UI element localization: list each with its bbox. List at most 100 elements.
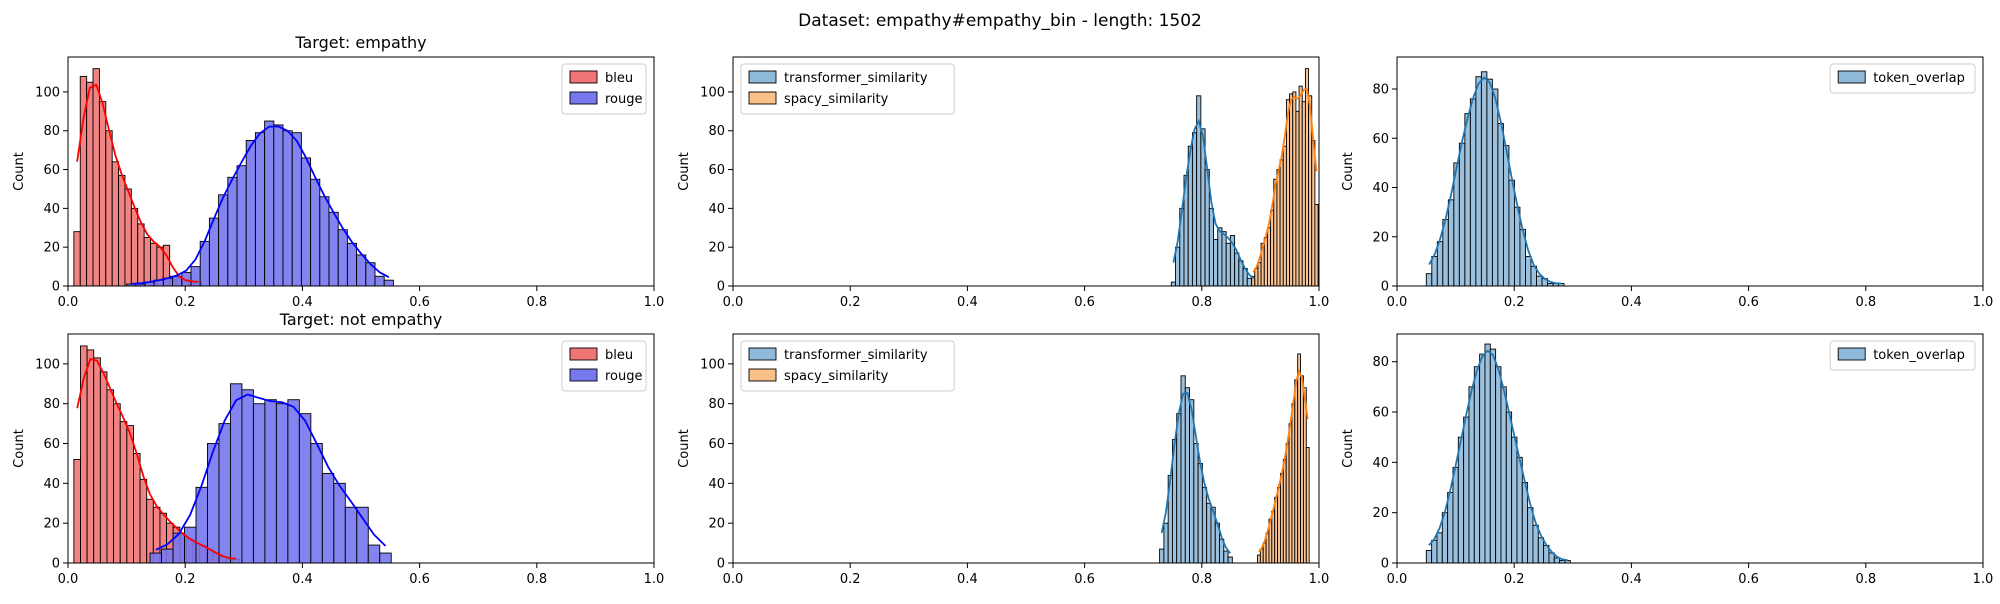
histogram-bar bbox=[1234, 252, 1240, 286]
histogram-bar bbox=[1298, 85, 1303, 286]
legend-frame bbox=[1829, 63, 1976, 94]
histogram-bar bbox=[1193, 443, 1199, 563]
histogram-bar bbox=[383, 279, 394, 286]
subplot-0-1: 0.0 0.2 0.4 0.6 0.8 1.0 0 20 40 60 80 100 Count trans… bbox=[677, 56, 1329, 310]
histogram-bar bbox=[1469, 98, 1477, 286]
y-tick-label: 80 bbox=[1372, 83, 1389, 98]
histogram-bar bbox=[1246, 277, 1252, 286]
x-tick-label: 0.0 bbox=[723, 295, 744, 310]
histogram-bar bbox=[1276, 169, 1281, 286]
histogram-bar bbox=[1292, 91, 1297, 286]
histogram-bar bbox=[1475, 76, 1482, 286]
legend-label: token_overlap bbox=[1873, 71, 1965, 86]
x-tick-label: 0.6 bbox=[409, 572, 430, 587]
y-tick-label: 0 bbox=[52, 557, 60, 572]
legend-swatch bbox=[569, 347, 598, 361]
y-tick-label: 0 bbox=[717, 557, 725, 572]
legend-swatch bbox=[569, 91, 598, 105]
histogram-bar bbox=[275, 403, 289, 563]
histogram-bar bbox=[111, 161, 120, 286]
subplot-1-1: 0.0 0.2 0.4 0.6 0.8 1.0 0 20 40 60 80 100 Count trans… bbox=[677, 333, 1329, 587]
histogram-bar bbox=[1266, 227, 1272, 286]
x-tick-label: 0.4 bbox=[292, 295, 313, 310]
histogram-bar bbox=[105, 130, 113, 286]
histogram-bar bbox=[99, 371, 108, 563]
histogram-bar bbox=[130, 207, 139, 286]
x-tick-label: 0.0 bbox=[723, 572, 744, 587]
legend-swatch bbox=[748, 91, 777, 105]
histogram-bar bbox=[1452, 466, 1459, 563]
histogram-bar bbox=[356, 254, 367, 286]
y-tick-label: 20 bbox=[43, 241, 60, 256]
plot-area bbox=[1159, 353, 1310, 563]
histogram-bar bbox=[106, 389, 115, 563]
legend-swatch bbox=[748, 347, 777, 361]
histogram-bar bbox=[1486, 78, 1493, 286]
legend: transformer_similarity spacy_similarity bbox=[740, 340, 955, 392]
histogram-bar bbox=[1301, 101, 1306, 286]
histogram-bar bbox=[1304, 68, 1310, 286]
histogram-bar bbox=[1314, 204, 1319, 286]
histogram-bar bbox=[1511, 436, 1518, 563]
histogram-bar bbox=[139, 478, 148, 563]
y-tick-label: 40 bbox=[1372, 456, 1389, 471]
histogram-bar bbox=[1516, 456, 1523, 563]
y-tick-label: 20 bbox=[43, 517, 60, 532]
x-tick-label: 0.8 bbox=[526, 572, 547, 587]
histogram-bar bbox=[1525, 256, 1532, 286]
y-tick-label: 20 bbox=[708, 517, 725, 532]
histogram-bar bbox=[291, 132, 302, 286]
histogram-bar bbox=[236, 165, 247, 286]
y-tick-label: 40 bbox=[708, 202, 725, 217]
histogram-bar bbox=[149, 552, 162, 563]
histogram-bar bbox=[241, 389, 254, 563]
histogram-bar bbox=[1217, 227, 1223, 286]
y-axis-label: Count bbox=[1341, 152, 1356, 191]
x-tick-label: 1.0 bbox=[1973, 295, 1994, 310]
histogram-bar bbox=[1282, 145, 1287, 286]
histogram-bar bbox=[195, 486, 208, 563]
histogram-bar bbox=[298, 413, 312, 563]
histogram-bar bbox=[1473, 366, 1481, 563]
legend-label: spacy_similarity bbox=[784, 92, 889, 107]
histogram-bar bbox=[98, 101, 107, 286]
histogram-bar bbox=[1500, 386, 1507, 563]
kde-line bbox=[76, 358, 237, 560]
legend-label: spacy_similarity bbox=[784, 369, 889, 384]
y-tick-label: 0 bbox=[1381, 557, 1389, 572]
histogram-bar bbox=[333, 482, 346, 563]
histogram-bar bbox=[1464, 113, 1471, 286]
legend-swatch bbox=[748, 70, 777, 84]
histogram-bar bbox=[1263, 237, 1268, 286]
histogram-bar bbox=[1536, 275, 1543, 286]
y-tick-label: 80 bbox=[1372, 355, 1389, 370]
y-axis-label: Count bbox=[12, 152, 27, 191]
plot-area bbox=[73, 345, 392, 563]
histogram-bar bbox=[310, 178, 321, 286]
x-tick-label: 0.4 bbox=[1621, 572, 1642, 587]
histogram-bar bbox=[252, 403, 266, 563]
x-tick-label: 0.8 bbox=[1191, 572, 1212, 587]
legend-swatch bbox=[1837, 347, 1866, 361]
figure-title: Dataset: empathy#empathy_bin - length: 1… bbox=[798, 11, 1202, 31]
subplot-1-0: 0.0 0.2 0.4 0.6 0.8 1.0 0 20 40 60 80 100 Count Targe… bbox=[12, 310, 664, 587]
x-tick-label: 0.8 bbox=[1855, 572, 1876, 587]
y-tick-label: 20 bbox=[1372, 506, 1389, 521]
x-tick-label: 0.8 bbox=[526, 295, 547, 310]
y-tick-label: 60 bbox=[1372, 406, 1389, 421]
x-tick-label: 0.4 bbox=[292, 572, 313, 587]
x-tick-label: 0.0 bbox=[1387, 572, 1408, 587]
x-tick-label: 0.2 bbox=[1504, 295, 1525, 310]
x-tick-label: 1.0 bbox=[1973, 572, 1994, 587]
histogram-bar bbox=[344, 506, 358, 563]
histogram-bar bbox=[1311, 139, 1316, 286]
x-tick-label: 0.4 bbox=[1621, 295, 1642, 310]
histogram-bar bbox=[328, 211, 339, 286]
histogram-bar bbox=[73, 459, 81, 563]
histogram-bar bbox=[321, 472, 335, 563]
legend-swatch bbox=[569, 368, 598, 382]
histogram-bar bbox=[346, 242, 358, 286]
axes-frame bbox=[1396, 56, 1984, 287]
y-tick-label: 80 bbox=[708, 124, 725, 139]
